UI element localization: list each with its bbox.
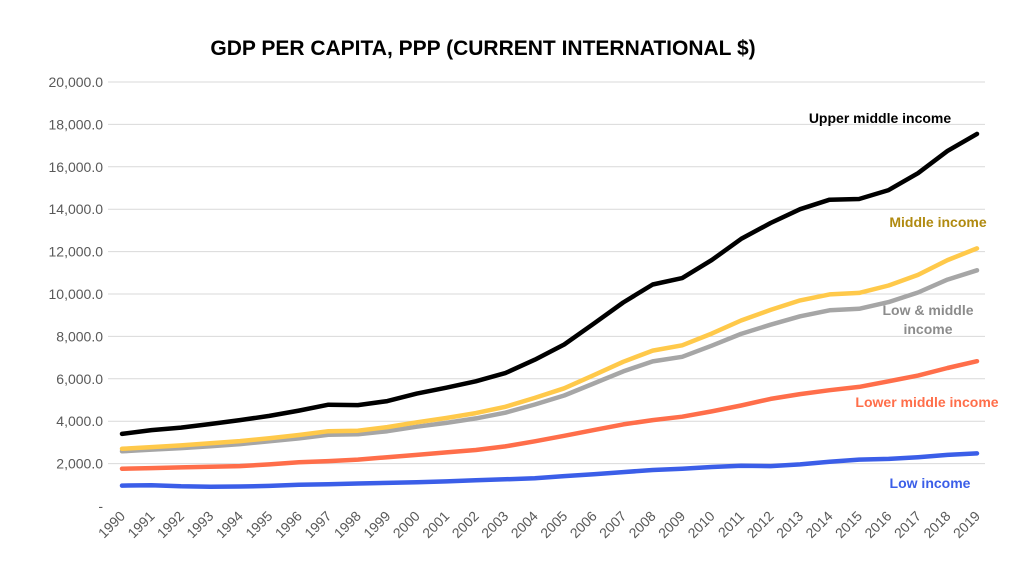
x-tick-label: 1998	[331, 508, 364, 541]
series-label-middle-income: Middle income	[889, 214, 986, 230]
x-tick-label: 2002	[449, 508, 482, 541]
y-tick-label: 8,000.0	[56, 328, 103, 344]
x-tick-label: 2013	[773, 508, 806, 541]
x-tick-label: 1993	[183, 508, 216, 541]
y-tick-label: 14,000.0	[49, 201, 104, 217]
x-tick-label: 2005	[537, 508, 570, 541]
x-tick-label: 2015	[832, 508, 865, 541]
series-line-lower-middle-income	[119, 358, 980, 471]
series-lines	[119, 131, 980, 489]
y-tick-label: -	[98, 498, 103, 514]
series-label-low-and-middle-income: Low & middle income	[883, 302, 974, 337]
x-tick-label: 1991	[124, 508, 157, 541]
y-tick-label: 20,000.0	[49, 74, 104, 90]
x-tick-label: 2018	[920, 508, 953, 541]
x-tick-label: 2004	[508, 508, 541, 541]
y-tick-label: 10,000.0	[49, 286, 104, 302]
x-tick-label: 2011	[715, 508, 748, 541]
series-label-low-income: Low income	[890, 475, 971, 491]
x-tick-label: 2008	[625, 508, 658, 541]
series-line-low-income	[119, 451, 980, 489]
x-tick-label: 2006	[567, 508, 600, 541]
x-tick-label: 2012	[743, 508, 776, 541]
y-tick-label: 4,000.0	[56, 413, 103, 429]
series-line-low-and-middle-income	[119, 268, 980, 454]
x-tick-label: 2010	[684, 508, 717, 541]
y-tick-label: 16,000.0	[49, 159, 104, 175]
series-line-middle-income	[119, 246, 980, 452]
x-tick-label: 2019	[950, 508, 983, 541]
x-tick-label: 1996	[272, 508, 305, 541]
x-tick-label: 1994	[213, 508, 246, 541]
y-tick-label: 12,000.0	[49, 244, 104, 260]
series-labels: Upper middle income Middle income Low & mi…	[809, 110, 999, 491]
y-tick-label: 2,000.0	[56, 456, 103, 472]
x-tick-label: 1995	[242, 508, 275, 541]
x-tick-label: 1999	[360, 508, 393, 541]
x-tick-label: 2017	[891, 508, 924, 541]
x-tick-label: 2014	[802, 508, 835, 541]
x-tick-label: 2003	[478, 508, 511, 541]
gridlines	[108, 81, 985, 465]
series-line-upper-middle-income	[119, 131, 980, 437]
x-tick-label: 2000	[390, 508, 423, 541]
y-tick-label: 18,000.0	[49, 116, 104, 132]
x-tick-label: 1997	[301, 508, 334, 541]
x-tick-label: 2007	[596, 508, 629, 541]
series-label-lower-middle-income: Lower middle income	[855, 394, 998, 410]
x-tick-label: 2016	[861, 508, 894, 541]
x-axis-ticks: 1990199119921993199419951996199719981999…	[95, 508, 983, 541]
x-tick-label: 2009	[655, 508, 688, 541]
x-tick-label: 1992	[154, 508, 187, 541]
x-tick-label: 2001	[419, 508, 452, 541]
y-tick-label: 6,000.0	[56, 371, 103, 387]
y-axis-ticks: - 2,000.0 4,000.0 6,000.0 8,000.0 10,000.0 12,…	[49, 74, 104, 514]
series-label-upper-middle-income: Upper middle income	[809, 110, 952, 126]
chart-title: GDP PER CAPITA, PPP (CURRENT INTERNATION…	[210, 37, 755, 60]
